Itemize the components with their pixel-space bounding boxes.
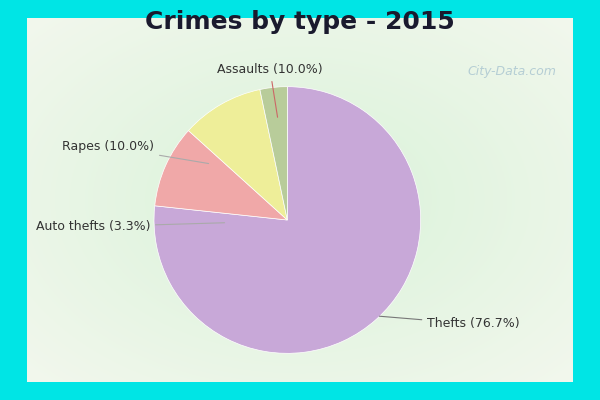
Wedge shape xyxy=(154,87,421,353)
Wedge shape xyxy=(188,90,287,220)
Wedge shape xyxy=(155,130,287,220)
Text: Rapes (10.0%): Rapes (10.0%) xyxy=(62,140,209,164)
Text: City-Data.com: City-Data.com xyxy=(468,65,557,78)
Wedge shape xyxy=(260,87,287,220)
Text: Thefts (76.7%): Thefts (76.7%) xyxy=(379,316,520,330)
Text: Auto thefts (3.3%): Auto thefts (3.3%) xyxy=(35,220,224,233)
Text: Assaults (10.0%): Assaults (10.0%) xyxy=(217,63,323,117)
Text: Crimes by type - 2015: Crimes by type - 2015 xyxy=(145,10,455,34)
